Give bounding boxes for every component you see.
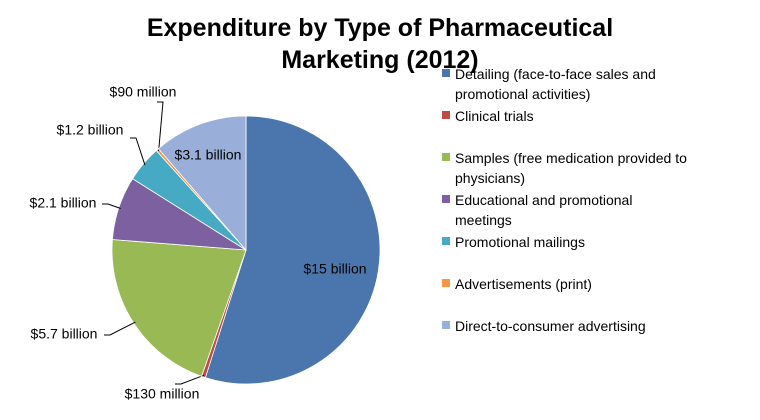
leader-line <box>104 321 136 336</box>
legend-label: Educational and promotional meetings <box>455 192 633 228</box>
data-label: $15 billion <box>303 261 366 277</box>
data-label: $1.2 billion <box>57 122 124 138</box>
legend-item: Detailing (face-to-face sales and promot… <box>440 64 690 104</box>
legend-label: Detailing (face-to-face sales and promot… <box>455 66 656 102</box>
leader-line <box>130 137 146 166</box>
legend-swatch <box>442 279 450 287</box>
data-label: $5.7 billion <box>31 326 98 342</box>
pie-slice <box>204 115 381 385</box>
legend-item: Advertisements (print) <box>440 274 690 294</box>
leader-line <box>102 203 121 209</box>
pie-slice <box>157 115 247 252</box>
data-label: $130 million <box>125 386 200 402</box>
legend-swatch <box>442 111 450 119</box>
legend-swatch <box>442 195 450 203</box>
leader-line <box>175 374 205 385</box>
legend-label: Clinical trials <box>455 108 534 124</box>
chart-title: Expenditure by Type of Pharmaceutical Ma… <box>146 14 614 74</box>
legend-swatch <box>442 321 450 329</box>
data-label: $2.1 billion <box>30 195 97 211</box>
legend-swatch <box>442 237 450 245</box>
legend-swatch <box>442 153 450 161</box>
leader-line <box>157 101 164 152</box>
legend-label: Advertisements (print) <box>455 276 592 292</box>
data-label: $90 million <box>110 84 177 100</box>
legend-label: Promotional mailings <box>455 234 585 250</box>
legend-item: Promotional mailings <box>440 232 690 252</box>
legend-item: Direct-to-consumer advertising <box>440 316 690 336</box>
legend-swatch <box>442 69 450 77</box>
legend-label: Samples (free medication provided to phy… <box>455 150 687 186</box>
legend-item: Samples (free medication provided to phy… <box>440 148 690 188</box>
data-label: $3.1 billion <box>175 147 242 163</box>
legend-item: Clinical trials <box>440 106 690 126</box>
legend-item: Educational and promotional meetings <box>440 190 690 230</box>
legend-label: Direct-to-consumer advertising <box>455 318 646 334</box>
